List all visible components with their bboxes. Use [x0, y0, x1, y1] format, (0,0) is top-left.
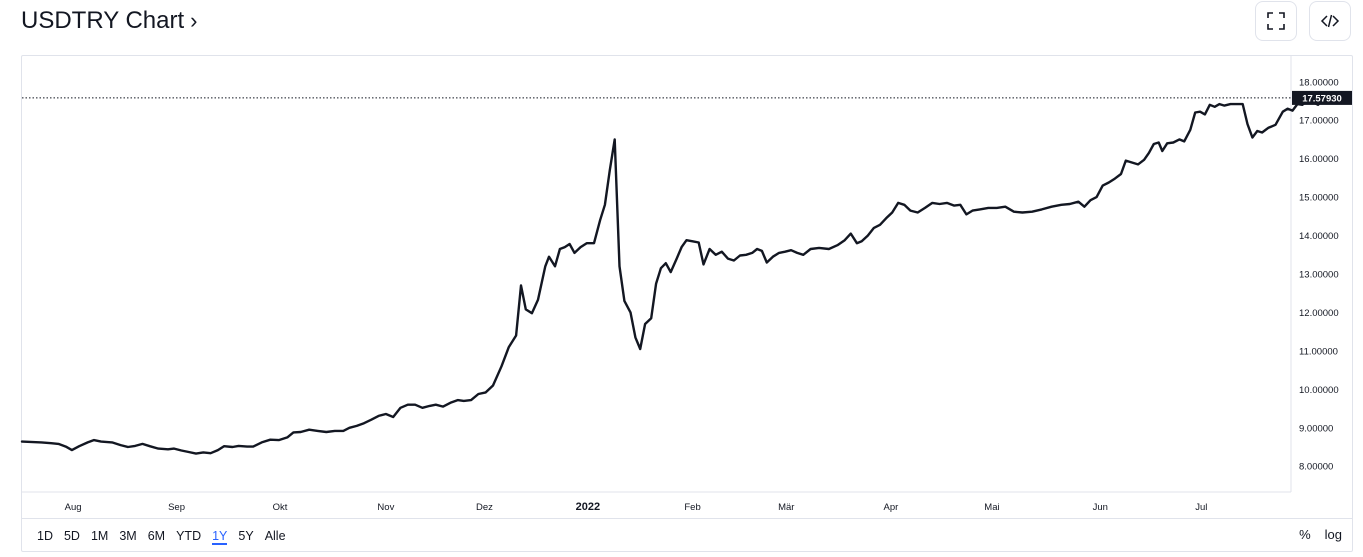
last-price-value: 17.57930 — [1302, 93, 1342, 104]
timeframe-5y-button[interactable]: 5Y — [238, 528, 254, 543]
embed-code-icon — [1320, 14, 1340, 28]
price-chart[interactable]: 8.00000 9.00000 10.00000 11.00000 12.00000 13… — [0, 0, 1363, 518]
x-tick-label: Feb — [684, 502, 700, 513]
y-tick-label: 8.00000 — [1299, 462, 1333, 473]
y-tick-label: 11.00000 — [1299, 346, 1338, 357]
timeframe-bar: 1D 5D 1M 3M 6M YTD 1Y 5Y Alle % log — [22, 518, 1352, 552]
x-tick-label: Jul — [1195, 502, 1207, 513]
embed-code-button[interactable] — [1309, 1, 1351, 41]
log-scale-toggle[interactable]: log — [1324, 527, 1342, 542]
x-tick-label: Nov — [377, 502, 394, 513]
y-tick-label: 9.00000 — [1299, 423, 1333, 434]
x-tick-label: Jun — [1093, 502, 1108, 513]
x-tick-label: 2022 — [576, 501, 600, 513]
x-tick-label: Aug — [65, 502, 82, 513]
y-tick-label: 12.00000 — [1299, 308, 1339, 319]
y-tick-label: 16.00000 — [1299, 154, 1339, 165]
timeframe-1m-button[interactable]: 1M — [90, 528, 109, 543]
timeframe-5d-button[interactable]: 5D — [63, 528, 80, 543]
x-tick-label: Mär — [778, 502, 794, 513]
timeframe-6m-button[interactable]: 6M — [147, 528, 166, 543]
x-tick-label: Sep — [168, 502, 185, 513]
chart-title-link[interactable]: USDTRY Chart › — [21, 6, 198, 36]
y-tick-label: 13.00000 — [1299, 270, 1339, 281]
x-tick-label: Dez — [476, 502, 493, 513]
last-price-label: 17.57930 — [1292, 90, 1352, 105]
page-title: USDTRY Chart — [21, 7, 185, 34]
y-tick-label: 10.00000 — [1299, 385, 1339, 396]
chart-frame — [21, 55, 1353, 552]
timeframe-1d-button[interactable]: 1D — [37, 528, 53, 543]
y-tick-label: 15.00000 — [1299, 193, 1339, 204]
fullscreen-icon — [1267, 12, 1285, 30]
timeframe-ytd-button[interactable]: YTD — [176, 528, 202, 543]
y-tick-label: 18.00000 — [1299, 77, 1339, 88]
timeframe-1y-button[interactable]: 1Y — [212, 528, 228, 545]
timeframe-alle-button[interactable]: Alle — [264, 528, 286, 543]
fullscreen-button[interactable] — [1255, 1, 1297, 41]
price-line — [20, 96, 1332, 455]
percent-scale-toggle[interactable]: % — [1299, 527, 1311, 542]
chevron-right-icon: › — [190, 8, 198, 33]
x-tick-label: Okt — [273, 502, 288, 513]
x-tick-label: Mai — [984, 502, 999, 513]
y-tick-label: 17.00000 — [1299, 116, 1339, 127]
y-tick-label: 14.00000 — [1299, 231, 1339, 242]
x-tick-label: Apr — [884, 502, 899, 513]
timeframe-3m-button[interactable]: 3M — [119, 528, 137, 543]
